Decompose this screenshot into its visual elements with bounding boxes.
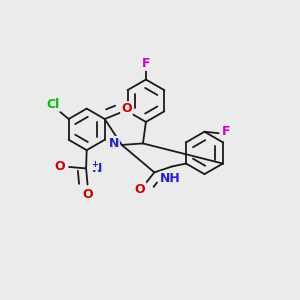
Text: O: O <box>55 160 65 173</box>
Text: Cl: Cl <box>46 98 60 111</box>
Text: O: O <box>121 102 132 115</box>
Text: O: O <box>82 188 93 201</box>
Text: F: F <box>142 57 150 70</box>
Text: F: F <box>222 125 230 138</box>
Text: N: N <box>108 137 119 150</box>
Text: O: O <box>135 183 146 196</box>
Text: NH: NH <box>160 172 181 185</box>
Text: N: N <box>92 162 102 175</box>
Text: +: + <box>92 160 98 169</box>
